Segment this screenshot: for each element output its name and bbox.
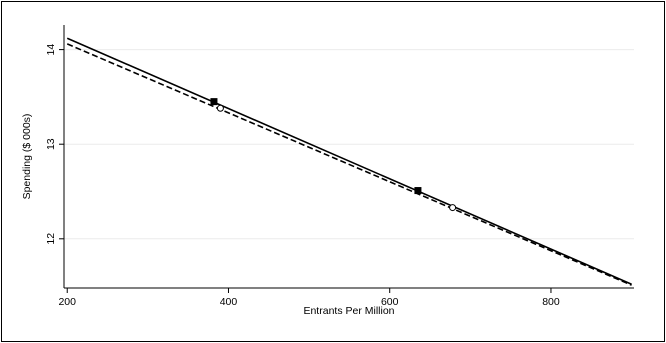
circle-marker-0 <box>216 104 224 112</box>
y-tick-label-1: 13 <box>45 138 57 150</box>
series-line-solid <box>66 37 632 285</box>
axis-ticks: 200 400 600 800 12 13 14 <box>45 44 560 308</box>
x-axis-title: Entrants Per Million <box>303 305 394 317</box>
plot-area <box>63 25 634 289</box>
square-marker-1 <box>414 187 422 195</box>
x-tick-label-0: 200 <box>58 296 76 308</box>
marker-group <box>210 98 457 212</box>
x-tick-label-1: 400 <box>220 296 238 308</box>
series-line-dashed <box>66 43 632 286</box>
grid-lines <box>64 49 634 240</box>
x-tick-label-2: 600 <box>381 296 399 308</box>
x-tick-label-3: 800 <box>542 296 560 308</box>
y-tick-label-2: 14 <box>45 44 57 56</box>
y-axis-title: Spending ($ 000s) <box>21 114 33 200</box>
y-tick-label-0: 12 <box>45 233 57 245</box>
square-marker-0 <box>210 98 218 106</box>
series-group <box>66 37 632 286</box>
circle-marker-1 <box>449 204 457 212</box>
